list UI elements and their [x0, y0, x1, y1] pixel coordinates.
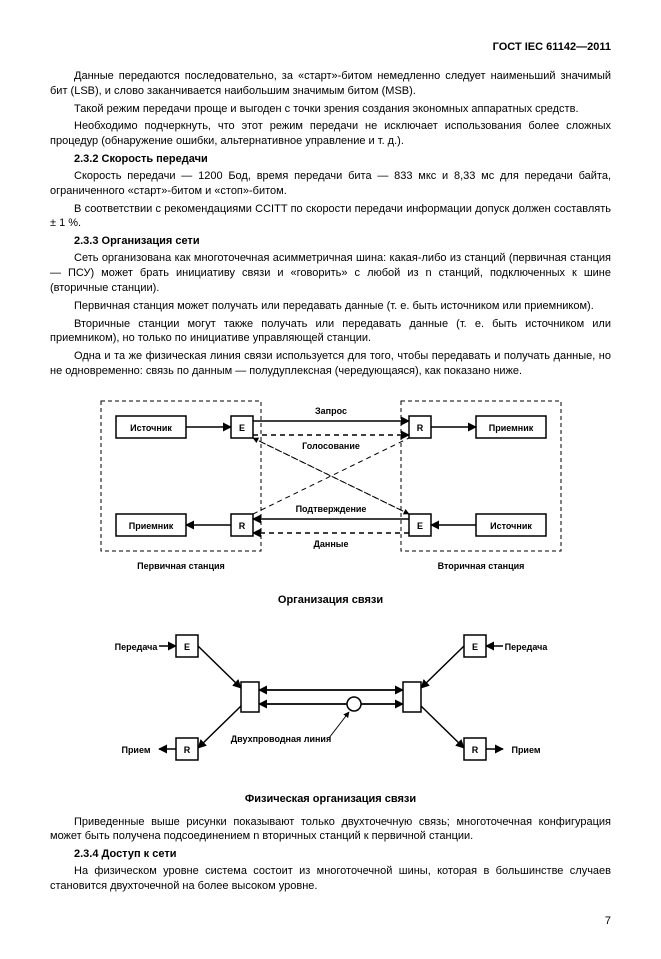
fig1-receiver-left: Приемник — [128, 521, 173, 531]
fig1-E-rb: E — [416, 521, 422, 531]
fig1-source-left: Источник — [130, 423, 172, 433]
header-standard: ГОСТ IEC 61142—2011 — [50, 40, 611, 55]
para-1: Данные передаются последовательно, за «с… — [50, 69, 611, 99]
caption-1: Организация связи — [50, 593, 611, 608]
fig1-secondary: Вторичная станция — [437, 561, 524, 571]
fig2-E-l: E — [183, 642, 189, 652]
para-10: Приведенные выше рисунки показывают толь… — [50, 815, 611, 845]
fig2-tx-l: Передача — [114, 642, 158, 652]
fig1-E-lt: E — [238, 423, 244, 433]
fig2-wire: Двухпроводная линия — [230, 734, 330, 744]
fig1-primary: Первичная станция — [137, 561, 225, 571]
fig2-rx-r: Прием — [511, 745, 540, 755]
para-2: Такой режим передачи проще и выгоден с т… — [50, 102, 611, 117]
fig1-confirm: Подтверждение — [295, 504, 366, 514]
heading-234: 2.3.4 Доступ к сети — [50, 847, 611, 862]
fig1-R-lb: R — [238, 521, 245, 531]
fig1-R-rt: R — [416, 423, 423, 433]
figure-communication-org: Источник E Приемник R R Приемник E Источ… — [81, 391, 581, 581]
para-7: Первичная станция может получать или пер… — [50, 299, 611, 314]
caption-2: Физическая организация связи — [50, 792, 611, 807]
heading-232: 2.3.2 Скорость передачи — [50, 152, 611, 167]
para-9: Одна и та же физическая линия связи испо… — [50, 349, 611, 379]
fig1-vote: Голосование — [302, 441, 360, 451]
para-5: В соответствии с рекомендациями CCITT по… — [50, 202, 611, 232]
page-number: 7 — [50, 914, 611, 929]
fig2-rx-l: Прием — [121, 745, 150, 755]
para-3: Необходимо подчеркнуть, что этот режим п… — [50, 119, 611, 149]
fig1-receiver-right: Приемник — [488, 423, 533, 433]
heading-233: 2.3.3 Организация сети — [50, 234, 611, 249]
fig2-R-r: R — [471, 745, 478, 755]
fig1-source-right: Источник — [490, 521, 532, 531]
para-11: На физическом уровне система состоит из … — [50, 864, 611, 894]
fig1-request: Запрос — [315, 406, 347, 416]
fig2-R-l: R — [183, 745, 190, 755]
para-6: Сеть организована как многоточечная асим… — [50, 251, 611, 296]
para-8: Вторичные станции могут также получать и… — [50, 317, 611, 347]
fig1-data: Данные — [313, 539, 348, 549]
fig2-E-r: E — [471, 642, 477, 652]
para-4: Скорость передачи — 1200 Бод, время пере… — [50, 169, 611, 199]
figure-physical-org: E Передача R Прием E Передача R Прием — [81, 620, 581, 780]
fig2-tx-r: Передача — [504, 642, 548, 652]
